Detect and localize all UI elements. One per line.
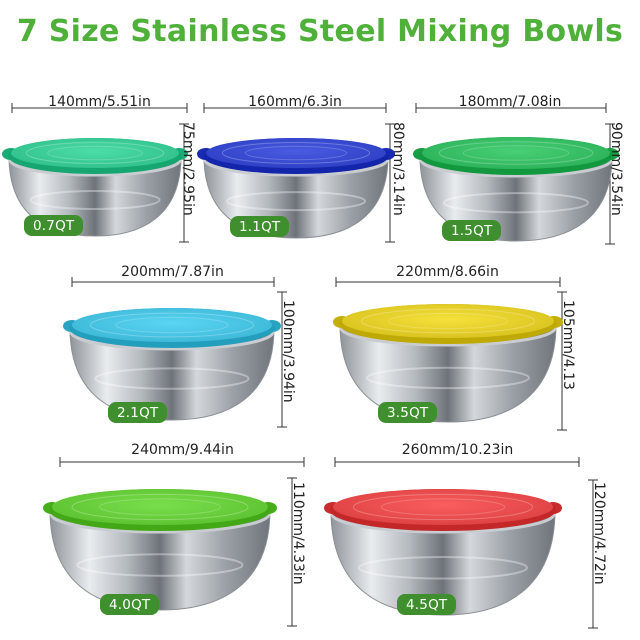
lid-ring-inner	[99, 498, 221, 516]
bowl-graphic	[333, 277, 567, 431]
steel-bowl-body	[49, 509, 271, 611]
bowl-reflection	[443, 192, 589, 214]
width-label: 180mm/7.08in	[458, 94, 562, 110]
lid-ring-inner	[244, 145, 348, 161]
bowl-item-3.5qt: 220mm/8.66in 105mm/4.13 3.5QT	[330, 262, 590, 437]
height-label: 110mm/4.33in	[290, 482, 306, 585]
lid-ring-inner	[47, 145, 143, 161]
bowl-reflection	[76, 553, 244, 577]
width-label: 200mm/7.87in	[121, 264, 224, 280]
lid-ring	[438, 141, 594, 165]
height-label: 90mm/3.54in	[608, 122, 624, 216]
lid-ring	[89, 312, 255, 338]
bowl-item-1.5qt: 180mm/7.08in 90mm/3.54in 1.5QT	[410, 92, 635, 252]
width-label: 160mm/6.3in	[248, 94, 342, 110]
capacity-badge: 4.5QT	[397, 594, 457, 615]
width-label: 240mm/9.44in	[131, 442, 234, 458]
bowl-graphic	[43, 457, 305, 627]
height-label: 75mm/2.95in	[180, 122, 196, 216]
lid-top	[422, 137, 610, 169]
lid-ring-inner	[388, 312, 508, 330]
lid-ring-inner	[380, 498, 506, 516]
height-label: 105mm/4.13	[560, 300, 576, 390]
bowl-graphic	[197, 103, 395, 243]
bowl-item-2.1qt: 200mm/7.87in 100mm/3.94in 2.1QT	[60, 262, 305, 437]
capacity-badge: 4.0QT	[100, 594, 160, 615]
lid-ring	[71, 493, 249, 521]
lid-top	[333, 489, 553, 525]
height-label: 80mm/3.14in	[390, 122, 406, 216]
bowl-item-0.7qt: 140mm/5.51in 75mm/2.95in 0.7QT	[0, 92, 205, 252]
capacity-badge: 2.1QT	[108, 402, 168, 423]
lid-ring	[352, 493, 534, 521]
bowl-reflection	[94, 367, 250, 390]
lid-top	[72, 308, 272, 342]
steel-bowl-body	[419, 155, 613, 242]
bowl-item-1.1qt: 160mm/6.3in 80mm/3.14in 1.1QT	[197, 92, 415, 252]
bowl-graphic	[324, 457, 598, 629]
lid-ring	[25, 142, 165, 164]
bowl-reflection	[366, 366, 530, 390]
bowl-reflection	[358, 555, 528, 580]
bowl-item-4.0qt: 240mm/9.44in 110mm/4.33in 4.0QT	[40, 438, 315, 633]
lid-top	[11, 138, 179, 168]
lid-ring-inner	[462, 145, 570, 161]
bowl-item-4.5qt: 260mm/10.23in 120mm/4.72in 4.5QT	[324, 438, 630, 633]
lid-top	[342, 304, 554, 338]
width-label: 220mm/8.66in	[396, 264, 499, 280]
lid-ring	[361, 308, 535, 334]
bowl-reflection	[29, 190, 161, 210]
lid-top	[206, 138, 386, 168]
width-label: 140mm/5.51in	[48, 94, 151, 110]
page-title: 7 Size Stainless Steel Mixing Bowls	[16, 14, 624, 49]
steel-bowl-body	[69, 327, 275, 421]
capacity-badge: 3.5QT	[378, 402, 438, 423]
steel-bowl-body	[339, 323, 557, 423]
width-label: 260mm/10.23in	[401, 442, 514, 458]
capacity-badge: 1.1QT	[230, 216, 290, 237]
bowl-graphic	[2, 103, 189, 243]
bowl-graphic	[63, 277, 287, 428]
lid-ring	[221, 142, 371, 164]
lid-top	[52, 489, 268, 525]
capacity-badge: 1.5QT	[442, 220, 502, 241]
height-label: 100mm/3.94in	[280, 300, 296, 403]
height-label: 120mm/4.72in	[591, 482, 607, 585]
capacity-badge: 0.7QT	[24, 215, 84, 236]
lid-ring-inner	[115, 316, 229, 334]
bowl-reflection	[226, 191, 366, 212]
bowl-graphic	[413, 103, 619, 245]
